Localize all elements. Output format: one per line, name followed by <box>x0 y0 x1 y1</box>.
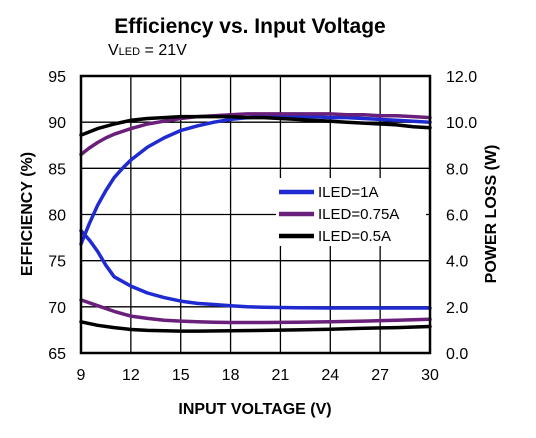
subtitle-main: V <box>108 42 119 59</box>
y-right-tick-label: 10.0 <box>446 115 477 132</box>
y-right-tick-label: 0.0 <box>446 346 468 363</box>
chart-subtitle: VLED = 21V <box>108 42 187 59</box>
x-tick-label: 27 <box>371 367 389 384</box>
legend-label-iled-0-75a: ILED=0.75A <box>318 206 399 223</box>
y-left-tick-label: 95 <box>48 69 66 86</box>
y-right-tick-label: 8.0 <box>446 161 468 178</box>
x-tick-label: 9 <box>77 367 86 384</box>
y-right-tick-label: 6.0 <box>446 208 468 225</box>
x-tick-label: 15 <box>172 367 190 384</box>
subtitle-rest: = 21V <box>140 42 187 59</box>
y-left-tick-label: 70 <box>48 300 66 317</box>
y-left-tick-label: 80 <box>48 208 66 225</box>
x-tick-label: 24 <box>321 367 339 384</box>
chart-title: Efficiency vs. Input Voltage <box>114 15 386 38</box>
x-tick-label: 12 <box>122 367 140 384</box>
x-tick-label: 18 <box>222 367 240 384</box>
series-line-efficiency-iled-0-5a <box>79 114 432 137</box>
series-line-efficiency-iled-1a <box>79 114 432 246</box>
series-line-efficiency-iled-0-75a <box>79 112 432 157</box>
x-tick-label: 30 <box>421 367 439 384</box>
y-left-tick-label: 65 <box>48 346 66 363</box>
y-right-tick-label: 12.0 <box>446 69 477 86</box>
tick-labels: 9 12 15 18 21 24 27 30 95 90 85 80 75 70 65 12.0 10.0 8.0… <box>48 69 477 384</box>
y-left-tick-label: 90 <box>48 115 66 132</box>
series-line-power-loss-iled-0-75a <box>79 298 432 325</box>
legend-label-iled-0-5a: ILED=0.5A <box>318 228 391 245</box>
y-axis-right-label: POWER LOSS (W) <box>483 145 500 284</box>
series-group <box>79 112 432 333</box>
y-left-tick-label: 75 <box>48 254 66 271</box>
y-right-tick-label: 4.0 <box>446 254 468 271</box>
x-axis-label: INPUT VOLTAGE (V) <box>178 401 331 418</box>
legend: ILED=1A ILED=0.75A ILED=0.5A <box>276 178 426 246</box>
series-line-power-loss-iled-1a <box>79 228 432 310</box>
x-tick-label: 21 <box>272 367 290 384</box>
y-axis-left-label: EFFICIENCY (%) <box>19 152 36 276</box>
legend-label-iled-1a: ILED=1A <box>318 184 378 201</box>
subtitle-subscript: LED <box>119 46 140 58</box>
y-right-tick-label: 2.0 <box>446 300 468 317</box>
y-left-tick-label: 85 <box>48 161 66 178</box>
series-line-power-loss-iled-0-5a <box>79 320 432 333</box>
plot-frame <box>79 74 432 355</box>
